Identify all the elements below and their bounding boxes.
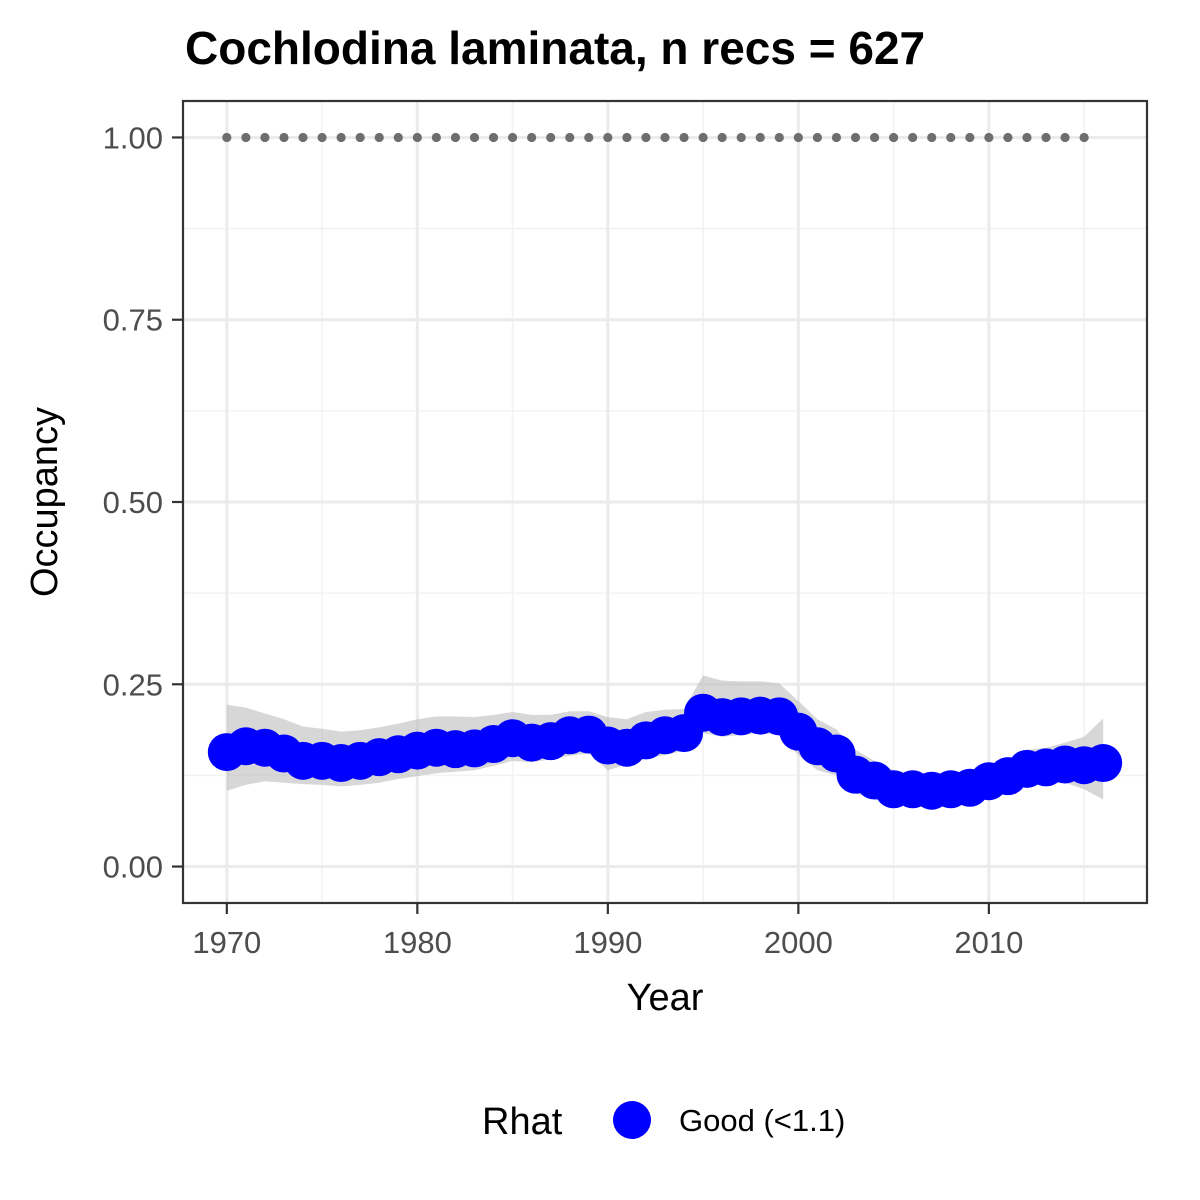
- y-tick-label: 0.50: [103, 485, 163, 520]
- reference-point: [298, 132, 308, 143]
- x-tick-label: 1970: [192, 925, 261, 960]
- y-tick-label: 0.00: [103, 850, 163, 885]
- reference-point: [565, 132, 575, 143]
- reference-point: [717, 132, 727, 143]
- reference-point: [355, 132, 365, 143]
- y-tick-label: 1.00: [103, 120, 163, 155]
- reference-point: [279, 132, 289, 143]
- reference-point: [1003, 132, 1013, 143]
- reference-point: [374, 132, 384, 143]
- reference-point: [336, 132, 346, 143]
- reference-point: [831, 132, 842, 143]
- y-tick-label: 0.25: [103, 667, 163, 702]
- reference-point: [469, 132, 480, 143]
- y-axis: 0.00 0.25 0.50 0.75 1.00: [103, 120, 183, 885]
- reference-point: [698, 132, 708, 143]
- reference-point: [946, 132, 956, 143]
- x-tick-label: 2000: [764, 925, 833, 960]
- reference-point: [450, 132, 461, 143]
- reference-point: [546, 132, 556, 143]
- reference-point: [736, 132, 746, 143]
- legend-label-good: Good (<1.1): [679, 1103, 845, 1138]
- series-layer: [207, 693, 1123, 810]
- legend-key-good: [613, 1101, 651, 1139]
- reference-point: [507, 132, 518, 143]
- x-tick-label: 1980: [383, 925, 452, 960]
- reference-point: [927, 132, 937, 143]
- series-point: [1084, 744, 1123, 783]
- reference-point: [488, 132, 499, 143]
- x-axis-title: Year: [627, 977, 704, 1019]
- reference-point: [1041, 132, 1051, 143]
- reference-point: [660, 132, 670, 143]
- reference-point: [812, 132, 823, 143]
- reference-point: [393, 132, 403, 143]
- reference-point: [222, 132, 232, 143]
- reference-point: [1060, 132, 1070, 143]
- reference-points-layer: [222, 132, 1089, 143]
- x-tick-label: 2010: [954, 925, 1023, 960]
- reference-point: [850, 132, 861, 143]
- y-axis-title: Occupancy: [24, 407, 66, 597]
- reference-point: [527, 132, 537, 143]
- x-tick-label: 1990: [573, 925, 642, 960]
- reference-point: [755, 132, 765, 143]
- reference-point: [1022, 132, 1032, 143]
- reference-point: [793, 132, 803, 143]
- reference-point: [412, 132, 422, 143]
- reference-point: [869, 132, 880, 143]
- reference-point: [317, 132, 327, 143]
- reference-point: [774, 132, 784, 143]
- reference-point: [984, 132, 994, 143]
- reference-point: [622, 132, 632, 143]
- legend-title: Rhat: [482, 1101, 563, 1143]
- reference-point: [641, 132, 651, 143]
- reference-point: [584, 132, 594, 143]
- chart-title: Cochlodina laminata, n recs = 627: [185, 22, 925, 74]
- reference-point: [603, 132, 613, 143]
- reference-point: [965, 132, 975, 143]
- reference-point: [908, 132, 918, 143]
- y-tick-label: 0.75: [103, 303, 163, 338]
- reference-point: [431, 132, 441, 143]
- reference-point: [889, 132, 899, 143]
- reference-point: [241, 132, 251, 143]
- legend: Rhat Good (<1.1): [482, 1101, 845, 1143]
- reference-point: [679, 132, 689, 143]
- x-axis: 1970 1980 1990 2000 2010: [192, 903, 1023, 960]
- reference-point: [260, 132, 270, 143]
- reference-point: [1079, 132, 1089, 143]
